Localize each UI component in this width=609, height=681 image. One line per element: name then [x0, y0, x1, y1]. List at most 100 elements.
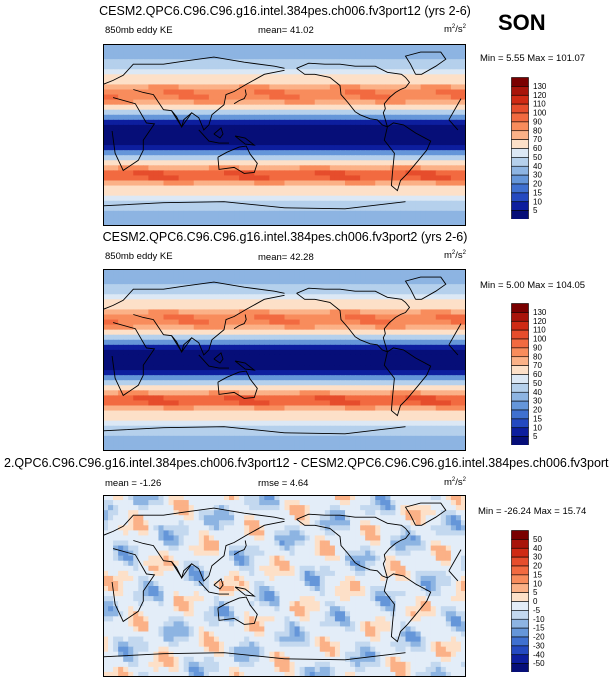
field-cell — [435, 304, 442, 311]
field-cell — [375, 180, 381, 187]
field-cell — [304, 324, 311, 331]
field-cell — [395, 140, 402, 146]
field-cell — [143, 145, 149, 151]
field-cell — [279, 175, 286, 182]
field-cell — [188, 114, 195, 121]
field-cell — [158, 150, 165, 156]
field-cell — [173, 109, 180, 116]
field-cell — [168, 150, 175, 156]
field-cell — [355, 274, 361, 280]
field-cell — [193, 205, 200, 212]
field-cell — [425, 109, 432, 116]
field-cell — [390, 64, 397, 70]
field-cell — [390, 44, 397, 50]
field-cell — [395, 360, 402, 366]
field-cell — [244, 220, 250, 226]
field-cell — [143, 124, 149, 131]
field-cell — [299, 405, 306, 412]
field-cell — [380, 284, 386, 290]
field-cell — [203, 79, 210, 86]
field-cell — [279, 210, 286, 217]
field-cell — [450, 269, 457, 275]
field-cell — [334, 195, 341, 202]
field-cell — [224, 334, 230, 341]
field-cell — [168, 135, 175, 141]
field-cell — [208, 135, 215, 141]
field-cell — [213, 220, 220, 226]
field-cell — [430, 425, 437, 432]
field-cell — [400, 145, 407, 151]
field-cell — [213, 74, 220, 80]
field-cell — [249, 274, 255, 280]
field-cell — [350, 365, 356, 371]
field-cell — [208, 44, 215, 50]
field-cell — [103, 155, 109, 161]
field-cell — [279, 425, 286, 432]
field-cell — [133, 165, 139, 171]
field-cell — [148, 170, 155, 177]
field-cell — [113, 410, 119, 417]
field-cell — [355, 104, 361, 111]
field-cell — [249, 304, 255, 311]
field-cell — [410, 150, 417, 156]
field-cell — [133, 195, 139, 202]
field-cell — [420, 74, 427, 80]
field-cell — [415, 304, 422, 311]
field-cell — [193, 274, 200, 280]
field-cell — [279, 289, 286, 295]
colorbar-tick-label: 60 — [533, 144, 542, 153]
field-cell — [440, 135, 447, 141]
field-cell — [163, 375, 170, 381]
field-cell — [410, 79, 417, 86]
field-cell — [284, 210, 291, 217]
field-cell — [360, 360, 366, 366]
field-cell — [128, 309, 134, 316]
field-cell — [123, 425, 129, 432]
field-cell — [314, 349, 321, 356]
field-cell — [309, 155, 316, 161]
field-cell — [435, 360, 442, 366]
field-cell — [350, 329, 356, 336]
field-cell — [329, 89, 336, 96]
field-cell — [128, 314, 134, 321]
field-cell — [188, 49, 195, 55]
field-cell — [254, 79, 260, 86]
field-cell — [390, 155, 397, 161]
field-cell — [118, 329, 124, 336]
field-cell — [415, 195, 422, 202]
field-cell — [108, 104, 114, 111]
field-cell — [133, 109, 139, 116]
field-cell — [420, 59, 427, 65]
field-cell — [450, 425, 457, 432]
field-cell — [153, 195, 160, 202]
field-cell — [294, 385, 301, 391]
field-cell — [103, 309, 109, 316]
field-cell — [113, 155, 119, 161]
field-cell — [405, 294, 412, 300]
field-cell — [350, 64, 356, 70]
field-cell — [229, 109, 235, 116]
field-cell — [365, 289, 371, 295]
field-cell — [415, 215, 422, 222]
field-cell — [445, 220, 452, 226]
field-cell — [400, 160, 407, 166]
field-cell — [158, 49, 165, 55]
field-cell — [103, 54, 109, 60]
field-cell — [193, 420, 200, 427]
field-cell — [294, 349, 301, 356]
field-cell — [203, 415, 210, 422]
field-cell — [440, 309, 447, 316]
field-cell — [218, 160, 225, 166]
field-cell — [158, 129, 165, 136]
field-cell — [339, 109, 346, 116]
field-cell — [133, 294, 139, 300]
field-cell — [108, 365, 114, 371]
field-cell — [108, 190, 114, 197]
field-cell — [193, 344, 200, 351]
field-cell — [118, 430, 124, 437]
field-cell — [294, 210, 301, 217]
field-cell — [329, 69, 336, 75]
field-cell — [153, 89, 160, 96]
field-cell — [425, 185, 432, 192]
field-cell — [178, 375, 185, 381]
